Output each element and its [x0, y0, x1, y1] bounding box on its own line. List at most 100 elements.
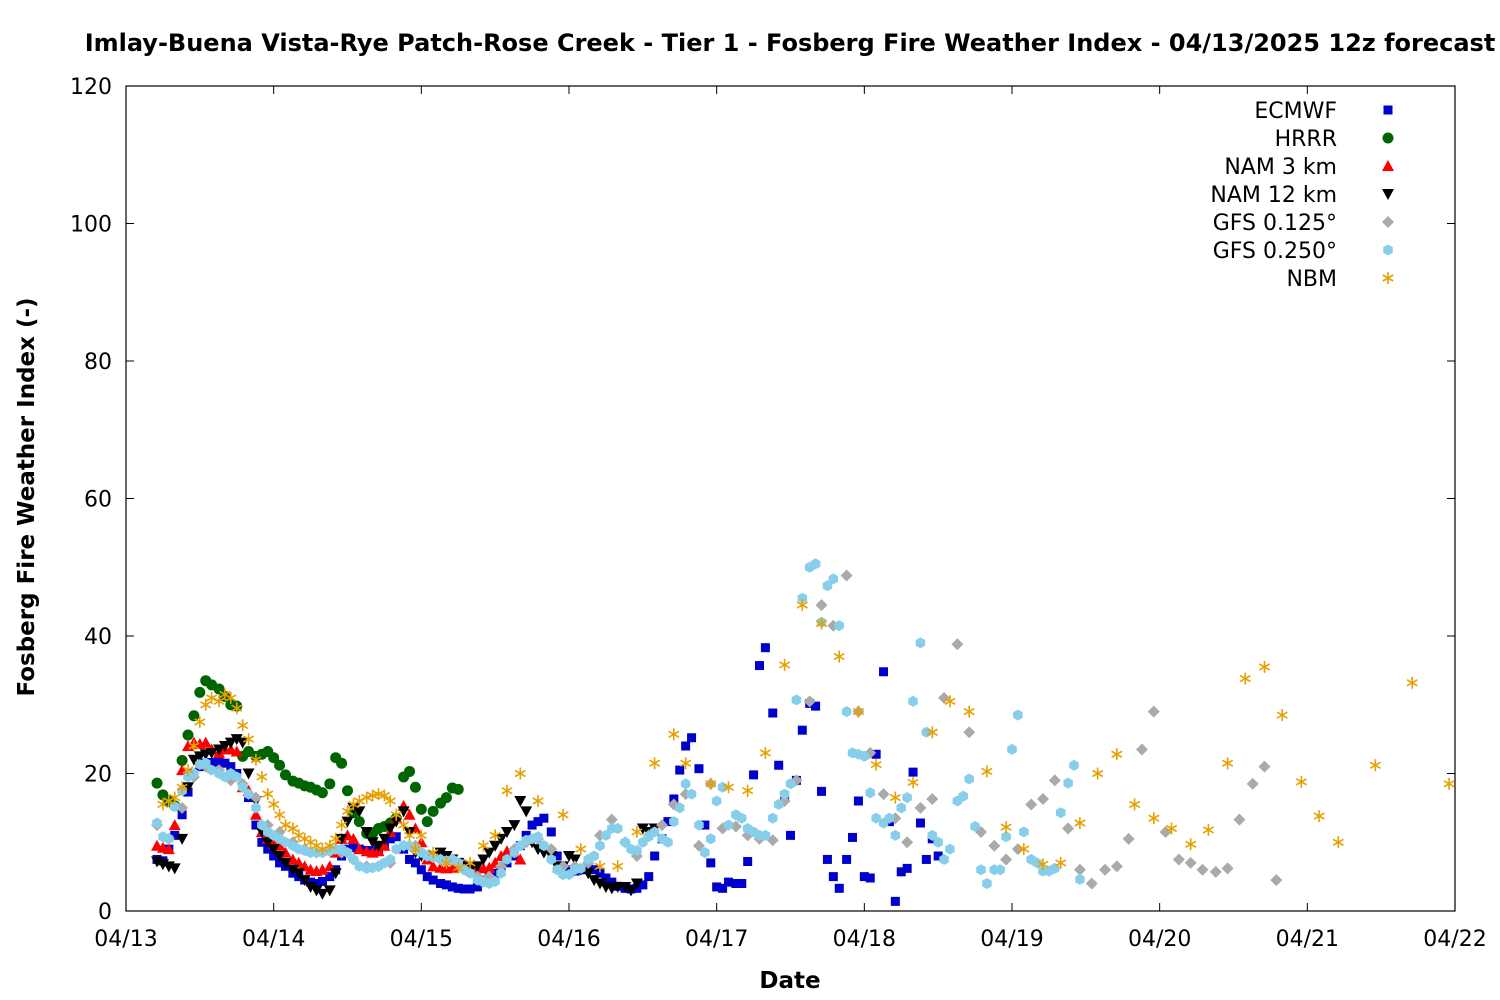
point-gfs-0-125 [1011, 843, 1024, 856]
point-ecmwf [749, 770, 759, 780]
point-gfs-0-125 [1062, 822, 1075, 835]
point-nam-12-km [360, 826, 373, 838]
point-gfs-0-250 [810, 558, 821, 570]
point-ecmwf [601, 873, 611, 883]
point-gfs-0-250 [791, 694, 802, 706]
series-gfs-0-125 [151, 569, 1283, 890]
point-hrrr [440, 792, 452, 804]
point-gfs-0-250 [539, 840, 549, 852]
point-ecmwf [325, 872, 335, 882]
x-tick-label: 04/18 [833, 927, 896, 952]
point-gfs-0-125 [1270, 874, 1283, 887]
point-nbm [1055, 856, 1067, 869]
x-tick-label: 04/21 [1276, 927, 1339, 952]
point-gfs-0-125 [988, 839, 1001, 852]
point-nbm [779, 658, 791, 671]
point-gfs-0-250 [902, 792, 912, 804]
point-ecmwf [459, 884, 469, 894]
point-ecmwf [311, 879, 321, 888]
point-ecmwf [663, 817, 673, 827]
point-nbm [870, 758, 882, 771]
point-gfs-0-250 [152, 817, 162, 829]
point-ecmwf [723, 877, 733, 887]
legend-label-nam-3-km: NAM 3 km [1224, 155, 1337, 180]
series-layer [151, 558, 1455, 906]
point-ecmwf [871, 749, 881, 759]
point-nbm [759, 746, 771, 759]
point-nbm [330, 832, 342, 845]
point-nam-12-km [563, 851, 575, 862]
point-gfs-0-250 [834, 620, 844, 632]
point-gfs-0-250 [189, 768, 199, 779]
point-gfs-0-125 [692, 839, 705, 852]
point-gfs-0-250 [927, 829, 937, 841]
point-nbm [532, 795, 544, 807]
point-ecmwf [694, 764, 704, 774]
point-gfs-0-125 [840, 569, 853, 582]
point-gfs-0-250 [970, 820, 980, 832]
point-nbm [336, 819, 348, 832]
point-ecmwf [410, 858, 420, 868]
point-gfs-0-250 [342, 847, 353, 859]
point-ecmwf [638, 880, 648, 890]
point-nbm [1202, 823, 1214, 836]
point-ecmwf [768, 708, 778, 718]
point-nam-12-km [378, 833, 391, 845]
point-nbm [1185, 838, 1197, 851]
point-gfs-0-250 [649, 826, 660, 838]
point-nbm [182, 764, 194, 777]
point-gfs-0-250 [859, 750, 870, 762]
point-ecmwf [348, 843, 358, 853]
point-gfs-0-250 [711, 795, 722, 807]
point-gfs-0-250 [1013, 709, 1023, 721]
point-nam-12-km [213, 744, 226, 756]
point-nbm [926, 726, 938, 739]
point-gfs-0-250 [206, 764, 217, 776]
point-gfs-0-250 [613, 823, 623, 834]
point-nam-3-km [403, 808, 416, 820]
point-gfs-0-250 [976, 864, 986, 876]
legend: ECMWF HRRR NAM 3 km NAM 12 km GFS 0.125° GFS … [1210, 99, 1394, 292]
y-axis-ticks: 0 20 40 60 80 100 120 [70, 75, 1455, 925]
legend-label-hrrr: HRRR [1275, 127, 1337, 152]
point-nam-12-km [279, 857, 292, 869]
point-nam-12-km [267, 844, 280, 856]
point-gfs-0-250 [502, 853, 512, 865]
point-nbm [256, 770, 268, 783]
point-nam-12-km [397, 806, 410, 818]
point-nbm [361, 791, 373, 804]
point-nbm [268, 798, 280, 811]
point-gfs-0-125 [1172, 853, 1185, 866]
point-nbm [742, 784, 754, 797]
point-ecmwf [490, 868, 500, 878]
point-nbm [324, 839, 336, 852]
point-hrrr [427, 805, 439, 817]
point-nbm [1443, 777, 1455, 790]
point-gfs-0-250 [785, 778, 796, 790]
point-nam-12-km [261, 837, 274, 849]
point-ecmwf [859, 872, 869, 882]
point-ecmwf [447, 882, 457, 892]
point-nbm [1239, 672, 1251, 685]
point-nbm [1092, 767, 1104, 780]
point-gfs-0-125 [1037, 792, 1050, 805]
point-nbm [378, 789, 390, 802]
legend-marker-nam-3-km [1382, 160, 1394, 171]
point-gfs-0-250 [841, 706, 852, 718]
point-hrrr [194, 686, 206, 698]
point-nam-12-km [483, 847, 496, 859]
point-nbm [1129, 798, 1141, 811]
point-ecmwf [743, 857, 753, 866]
point-gfs-0-250 [391, 843, 401, 855]
point-gfs-0-125 [495, 860, 508, 873]
point-nbm [1148, 812, 1160, 825]
point-gfs-0-125 [963, 726, 976, 739]
point-nam-12-km [230, 734, 243, 746]
point-gfs-0-250 [915, 637, 926, 649]
point-gfs-0-125 [1209, 865, 1222, 878]
point-nam-12-km [273, 851, 286, 862]
point-gfs-0-250 [760, 829, 771, 841]
series-ecmwf [152, 643, 943, 906]
point-nam-3-km [483, 861, 496, 873]
